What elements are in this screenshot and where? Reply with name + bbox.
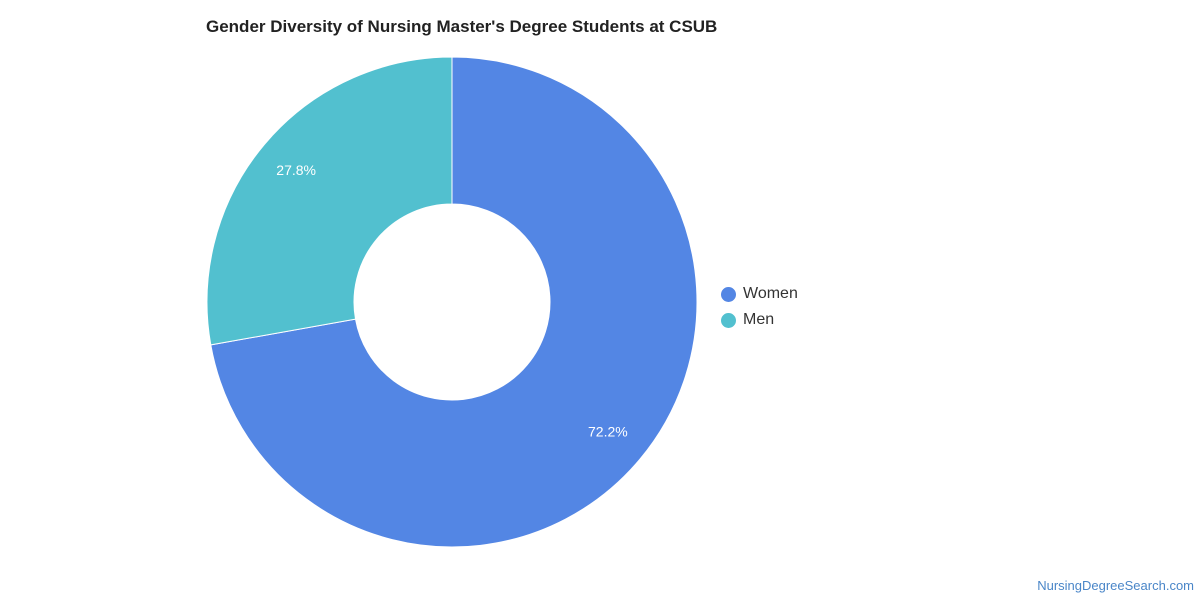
data-label-men: 27.8% [276,162,316,178]
slice-women[interactable] [210,56,698,548]
data-label-women: 72.2% [588,423,628,439]
legend-label-women: Women [743,285,798,302]
legend-swatch-women [721,286,736,302]
slice-men[interactable] [206,56,453,346]
chart-legend: Women Men [721,281,798,333]
legend-item-men[interactable]: Men [721,307,798,333]
legend-swatch-men [721,312,736,328]
chart-title: Gender Diversity of Nursing Master's Deg… [206,17,718,36]
legend-item-women[interactable]: Women [721,281,798,307]
legend-label-men: Men [743,311,775,328]
site-watermark[interactable]: NursingDegreeSearch.com [1037,578,1194,593]
